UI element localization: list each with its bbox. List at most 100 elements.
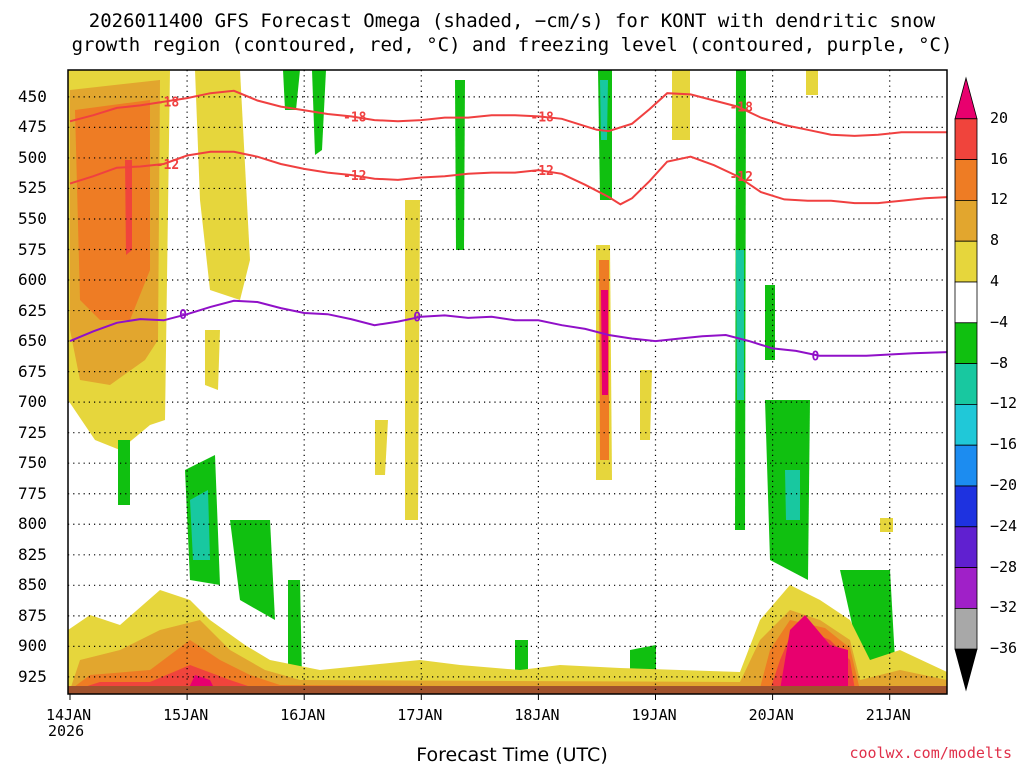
shade-4 xyxy=(405,200,420,520)
y-tick-label: 700 xyxy=(18,392,47,412)
shade-neg8 xyxy=(455,80,465,250)
x-tick-label: 16JAN xyxy=(280,706,326,724)
colorbar-label: −24 xyxy=(990,516,1018,535)
shade-20 xyxy=(601,290,608,395)
colorbar-label: 8 xyxy=(990,231,1000,250)
colorbar-swatch xyxy=(954,76,978,120)
contour-label: -12 xyxy=(729,170,752,185)
y-tick-label: 875 xyxy=(18,605,47,625)
colorbar-swatch xyxy=(954,648,978,692)
shade-4 xyxy=(375,420,388,475)
shade-4 xyxy=(640,370,652,440)
colorbar-label: −4 xyxy=(990,312,1009,331)
shade-neg12 xyxy=(600,80,608,140)
colorbar-swatch xyxy=(954,403,978,446)
x-tick-label: 17JAN xyxy=(397,706,443,724)
contour-label: -12 xyxy=(156,158,179,173)
y-tick-label: 800 xyxy=(18,514,47,534)
shade-4 xyxy=(806,70,818,95)
shade-neg12 xyxy=(736,250,744,400)
chart-title-line-2: growth region (contoured, red, °C) and f… xyxy=(71,34,953,56)
y-tick-label: 850 xyxy=(18,575,47,595)
colorbar-swatch xyxy=(954,159,978,201)
chart-title-line-1: 2026011400 GFS Forecast Omega (shaded, −… xyxy=(88,10,936,32)
contour-label: -12 xyxy=(343,169,366,184)
shade-4 xyxy=(205,330,220,390)
y-tick-label: 675 xyxy=(18,361,47,381)
contour-label: 0 xyxy=(413,311,421,326)
colorbar-label: −32 xyxy=(990,598,1018,617)
y-tick-label: 575 xyxy=(18,239,47,259)
x-axis-title: Forecast Time (UTC) xyxy=(416,744,608,766)
colorbar-swatch xyxy=(954,608,978,650)
colorbar-swatch xyxy=(954,485,978,528)
x-tick-label: 19JAN xyxy=(631,706,677,724)
colorbar-swatch xyxy=(954,322,978,364)
y-tick-label: 450 xyxy=(18,86,47,106)
y-tick-label: 900 xyxy=(18,636,47,656)
colorbar-label: −20 xyxy=(990,476,1018,494)
x-tick-label: 20JAN xyxy=(748,706,794,724)
y-tick-label: 825 xyxy=(18,544,47,564)
shade-neg8 xyxy=(840,570,895,660)
year-label: 2026 xyxy=(48,722,85,740)
shade-neg8 xyxy=(118,440,130,505)
contour-label: 0 xyxy=(179,308,187,323)
colorbar-swatch xyxy=(954,526,978,568)
colorbar-swatch xyxy=(954,281,978,324)
y-tick-label: 600 xyxy=(18,270,47,290)
x-tick-label: 21JAN xyxy=(865,706,911,724)
contour-label: -18 xyxy=(530,110,554,125)
colorbar-label: −36 xyxy=(990,639,1018,658)
credit-text: coolwx.com/modelts xyxy=(849,744,1012,762)
shade-neg8 xyxy=(230,520,275,620)
x-tick-label: 18JAN xyxy=(514,706,560,724)
colorbar-swatch xyxy=(954,363,978,405)
shade-neg12 xyxy=(190,490,210,560)
plot-frame xyxy=(67,69,948,695)
colorbar-label: 20 xyxy=(990,108,1009,127)
y-tick-label: 750 xyxy=(18,453,47,473)
y-tick-label: 625 xyxy=(18,300,47,320)
colorbar-label: 12 xyxy=(990,190,1009,209)
shade-neg8 xyxy=(288,580,302,680)
y-tick-label: 775 xyxy=(18,483,47,503)
contour-label: -18 xyxy=(156,96,180,111)
x-tick-label: 14JAN xyxy=(46,706,92,724)
shade-12 xyxy=(75,100,150,320)
ground-strip xyxy=(68,686,947,694)
shade-neg8 xyxy=(283,70,300,110)
shade-4 xyxy=(880,518,893,532)
colorbar-label: 16 xyxy=(990,149,1009,168)
contour-label: -18 xyxy=(729,101,753,116)
colorbar-label: −28 xyxy=(990,557,1018,576)
shade-neg12 xyxy=(785,470,800,520)
colorbar-swatch xyxy=(954,567,978,609)
contour-line xyxy=(69,89,947,137)
contour-line xyxy=(69,150,947,206)
colorbar-swatch xyxy=(954,118,978,161)
y-tick-label: 925 xyxy=(18,666,47,686)
colorbar-swatch xyxy=(954,444,978,487)
shade-20 xyxy=(188,615,848,690)
x-tick-label: 15JAN xyxy=(163,706,209,724)
colorbar-swatch xyxy=(954,199,978,242)
y-tick-label: 475 xyxy=(18,117,47,137)
contour-label: -12 xyxy=(530,164,553,179)
shade-4 xyxy=(672,70,690,140)
y-tick-label: 550 xyxy=(18,208,47,228)
contour-line xyxy=(69,299,947,357)
colorbar-label: −12 xyxy=(990,394,1018,413)
colorbar-label: 4 xyxy=(990,272,1000,290)
y-tick-label: 500 xyxy=(18,147,47,167)
colorbar-swatch xyxy=(954,240,978,283)
y-tick-label: 650 xyxy=(18,331,47,351)
contour-label: -18 xyxy=(343,110,367,125)
y-tick-label: 725 xyxy=(18,422,47,442)
contour-label: 0 xyxy=(811,350,819,365)
shade-16 xyxy=(125,160,132,255)
colorbar-label: −8 xyxy=(990,353,1009,372)
shade-4 xyxy=(68,585,947,690)
y-tick-label: 525 xyxy=(18,178,47,198)
